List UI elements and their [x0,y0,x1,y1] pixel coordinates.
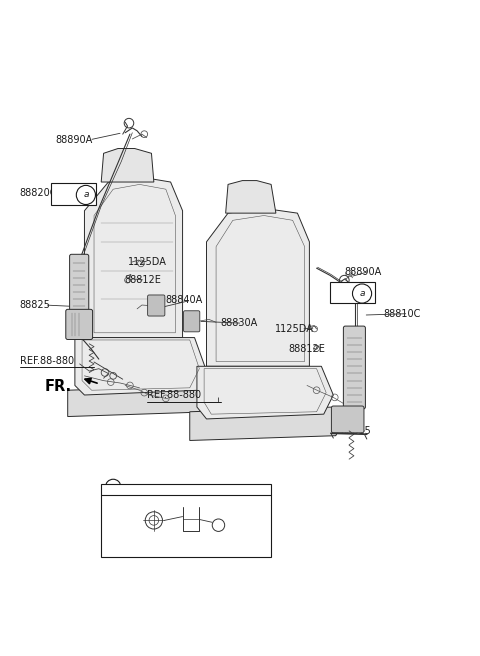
Text: 88878: 88878 [209,516,240,526]
FancyBboxPatch shape [148,295,165,316]
FancyBboxPatch shape [331,406,364,433]
Circle shape [352,284,372,303]
Text: 88820C: 88820C [19,188,56,198]
FancyBboxPatch shape [329,282,375,303]
FancyBboxPatch shape [70,255,89,313]
Circle shape [106,480,121,495]
Circle shape [76,186,96,205]
Polygon shape [190,407,345,440]
Text: REF.88-880: REF.88-880 [20,356,74,365]
Text: 88812E: 88812E [289,344,326,354]
Text: 88890A: 88890A [344,266,382,277]
FancyBboxPatch shape [66,310,93,340]
Text: 88877: 88877 [132,500,163,510]
FancyBboxPatch shape [101,483,271,557]
Text: FR.: FR. [45,379,72,394]
Text: 88815: 88815 [340,426,371,436]
Polygon shape [206,209,310,366]
Polygon shape [197,366,333,419]
Text: a: a [83,190,89,199]
FancyBboxPatch shape [51,184,96,205]
Text: 1125DA: 1125DA [275,324,313,334]
Text: 88812E: 88812E [124,275,161,285]
Polygon shape [226,180,276,213]
FancyBboxPatch shape [183,311,200,332]
Text: a: a [110,482,116,491]
Text: 88810C: 88810C [384,308,421,319]
Polygon shape [75,338,206,395]
Polygon shape [68,386,221,417]
Polygon shape [101,148,154,182]
Text: 88890A: 88890A [56,135,93,145]
Text: a: a [360,289,365,298]
Text: 88840A: 88840A [166,295,203,305]
FancyBboxPatch shape [343,326,365,409]
Text: 88825: 88825 [20,300,51,310]
Text: 1125DA: 1125DA [128,257,167,267]
Polygon shape [84,177,182,338]
Text: 88830A: 88830A [221,318,258,328]
Text: REF.88-880: REF.88-880 [147,390,201,400]
